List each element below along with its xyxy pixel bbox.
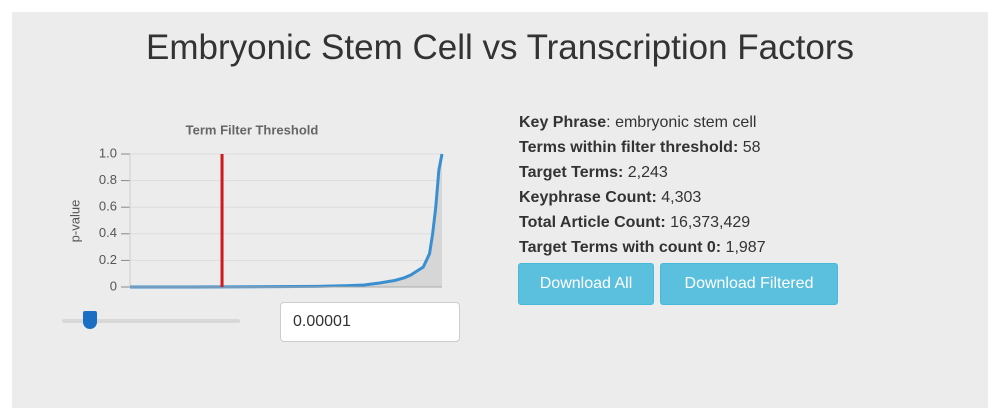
slider-handle[interactable] [83, 311, 97, 329]
chart-title: Term Filter Threshold [186, 122, 319, 137]
info-label: Keyphrase Count: [519, 189, 657, 206]
info-value: 58 [742, 139, 761, 156]
info-line: Target Terms: 2,243 [519, 164, 668, 182]
info-line: Target Terms with count 0: 1,987 [519, 239, 766, 257]
download-all-button[interactable]: Download All [518, 263, 654, 305]
slider-track[interactable] [62, 319, 240, 323]
info-value: : embryonic stem cell [606, 114, 757, 131]
y-tick-label: 0.4 [99, 225, 117, 240]
chart: Term Filter Threshold p-value 0 0.2 0.4 0.6… [67, 122, 444, 293]
info-line: Keyphrase Count: 4,303 [519, 189, 701, 207]
info-value: 4,303 [661, 189, 702, 206]
y-tick-label: 0.6 [99, 199, 117, 214]
y-axis-label: p-value [67, 200, 82, 243]
info-line: Key Phrase: embryonic stem cell [519, 114, 756, 132]
download-filtered-button[interactable]: Download Filtered [660, 263, 838, 305]
info-label: Target Terms with count 0: [519, 239, 722, 256]
info-label: Total Article Count: [519, 214, 666, 231]
info-label: Key Phrase [519, 114, 607, 131]
info-value: 16,373,429 [670, 214, 751, 231]
info-label: Target Terms: [519, 164, 624, 181]
page-title: Embryonic Stem Cell vs Transcription Fac… [146, 28, 854, 67]
threshold-input[interactable]: 0.00001 [280, 302, 460, 342]
info-value: 1,987 [725, 239, 766, 256]
info-line: Terms within filter threshold: 58 [519, 139, 761, 157]
line [130, 153, 444, 289]
y-tick-label: 0.2 [99, 252, 117, 267]
info-label: Terms within filter threshold: [519, 139, 739, 156]
info-value: 2,243 [627, 164, 668, 181]
info-line: Total Article Count: 16,373,429 [519, 214, 750, 232]
y-tick-label: 0.8 [99, 172, 117, 187]
panel [12, 12, 988, 408]
y-tick-label: 1.0 [99, 145, 117, 160]
area [130, 154, 442, 287]
y-tick-label: 0 [110, 278, 117, 293]
